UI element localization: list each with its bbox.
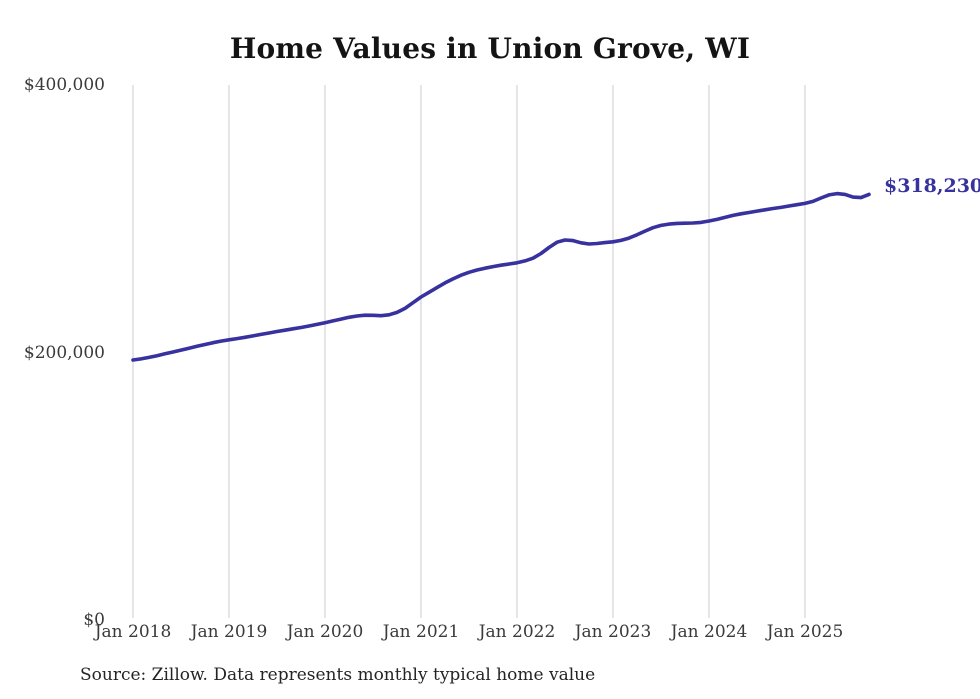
vertical-gridlines	[132, 85, 806, 618]
source-note: Source: Zillow. Data represents monthly …	[80, 665, 596, 685]
x-tick-label: Jan 2024	[670, 622, 748, 642]
x-tick-label: Jan 2022	[478, 622, 556, 642]
x-tick-label: Jan 2025	[766, 622, 844, 642]
y-tick-label: $400,000	[23, 75, 105, 95]
x-tick-label: Jan 2019	[190, 622, 268, 642]
end-value-label: $318,230	[884, 175, 980, 197]
x-tick-label: Jan 2020	[286, 622, 364, 642]
y-tick-label: $0	[83, 610, 105, 630]
x-tick-label: Jan 2023	[574, 622, 652, 642]
x-tick-label: Jan 2021	[382, 622, 460, 642]
y-tick-label: $200,000	[23, 342, 105, 363]
chart-title: Home Values in Union Grove, WI	[229, 32, 751, 65]
home-value-line	[131, 191, 871, 362]
x-tick-label: Jan 2018	[94, 622, 172, 642]
